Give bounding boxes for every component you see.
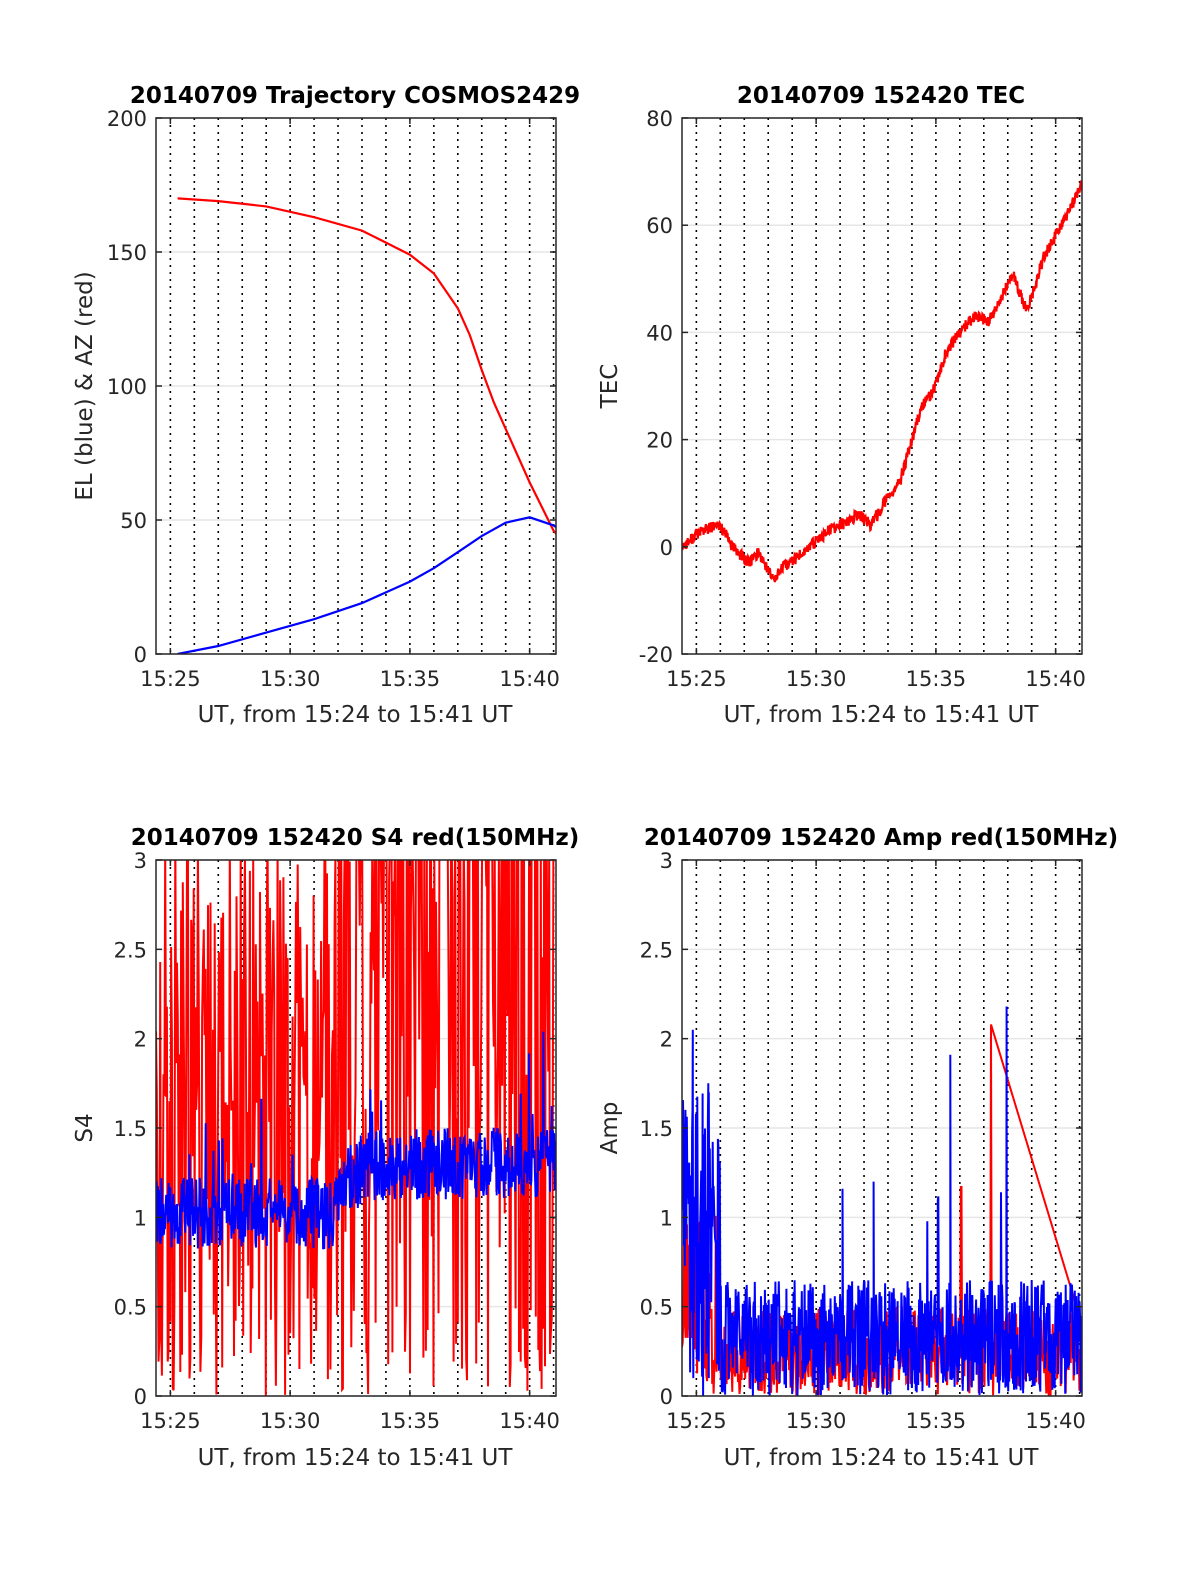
x-axis-label: UT, from 15:24 to 15:41 UT	[724, 702, 1040, 728]
series-line-blue	[156, 1031, 556, 1250]
y-tick-label: 0	[660, 536, 673, 560]
x-tick-label: 15:35	[380, 1409, 441, 1433]
x-tick-label: 15:30	[786, 1409, 847, 1433]
x-tick-label: 15:30	[786, 667, 847, 691]
y-tick-label: 40	[646, 321, 673, 345]
y-tick-label: 2	[660, 1028, 673, 1052]
y-tick-label: 0.5	[114, 1296, 147, 1320]
y-tick-label: 2	[134, 1028, 147, 1052]
series-line-red	[682, 180, 1082, 583]
x-tick-label: 15:25	[140, 1409, 201, 1433]
chart-title: 20140709 152420 Amp red(150MHz)	[644, 825, 1118, 851]
x-axis-label: UT, from 15:24 to 15:41 UT	[198, 1445, 514, 1471]
series-line-blue	[177, 516, 556, 654]
chart-panel-s4: 0 0.5 1 1.5 2 2.5 3 15:25 15:30 15:35 15:40 2014070…	[72, 825, 579, 1471]
y-tick-label: 1	[660, 1206, 673, 1230]
y-tick-label: 20	[646, 429, 673, 453]
x-axis-label: UT, from 15:24 to 15:41 UT	[724, 1445, 1040, 1471]
y-axis-label: TEC	[597, 364, 623, 410]
y-tick-label: 60	[646, 214, 673, 238]
series-line-red	[177, 197, 556, 536]
x-tick-label: 15:35	[380, 667, 441, 691]
chart-title: 20140709 152420 TEC	[737, 83, 1025, 109]
x-axis-label: UT, from 15:24 to 15:41 UT	[198, 702, 514, 728]
x-tick-label: 15:40	[1025, 667, 1086, 691]
y-tick-label: 2.5	[640, 938, 673, 962]
chart-title: 20140709 152420 S4 red(150MHz)	[131, 825, 580, 851]
chart-panel-amp: 0 0.5 1 1.5 2 2.5 3 15:25 15:30 15:35 15:40 2014070…	[597, 825, 1118, 1471]
y-tick-label: 0	[134, 643, 147, 667]
y-axis-label: S4	[72, 1113, 98, 1142]
chart-panel-tec: -20 0 20 40 60 80 15:25 15:30 15:35 15:40 20140709…	[597, 83, 1086, 728]
chart-title: 20140709 Trajectory COSMOS2429	[130, 83, 580, 109]
x-tick-label: 15:40	[499, 1409, 560, 1433]
y-tick-label: 1	[134, 1206, 147, 1230]
x-tick-label: 15:40	[1025, 1409, 1086, 1433]
x-tick-label: 15:25	[666, 667, 727, 691]
x-tick-label: 15:25	[140, 667, 201, 691]
y-tick-label: 0	[134, 1385, 147, 1409]
y-axis-label: Amp	[597, 1102, 623, 1155]
y-tick-label: 3	[660, 849, 673, 873]
x-tick-label: 15:30	[260, 1409, 321, 1433]
y-tick-label: 80	[646, 107, 673, 131]
x-tick-label: 15:25	[666, 1409, 727, 1433]
y-tick-label: 3	[134, 849, 147, 873]
series-line-blue	[682, 1006, 1082, 1396]
y-tick-label: 100	[107, 375, 147, 399]
x-tick-label: 15:35	[906, 667, 967, 691]
y-tick-label: 1.5	[114, 1117, 147, 1141]
y-tick-label: 1.5	[640, 1117, 673, 1141]
y-tick-label: 150	[107, 241, 147, 265]
x-tick-label: 15:30	[260, 667, 321, 691]
y-tick-label: 0.5	[640, 1296, 673, 1320]
y-tick-label: -20	[639, 643, 673, 667]
y-tick-label: 0	[660, 1385, 673, 1409]
x-tick-label: 15:40	[499, 667, 560, 691]
chart-panel-trajectory: 0 50 100 150 200 15:25 15:30 15:35 15:40 20140709…	[72, 83, 580, 728]
x-tick-label: 15:35	[906, 1409, 967, 1433]
y-axis-label: EL (blue) & AZ (red)	[72, 271, 98, 500]
axes-box	[681, 117, 1083, 655]
y-tick-label: 2.5	[114, 938, 147, 962]
y-tick-label: 50	[120, 509, 147, 533]
y-tick-label: 200	[107, 107, 147, 131]
series-line-red	[156, 860, 555, 1396]
